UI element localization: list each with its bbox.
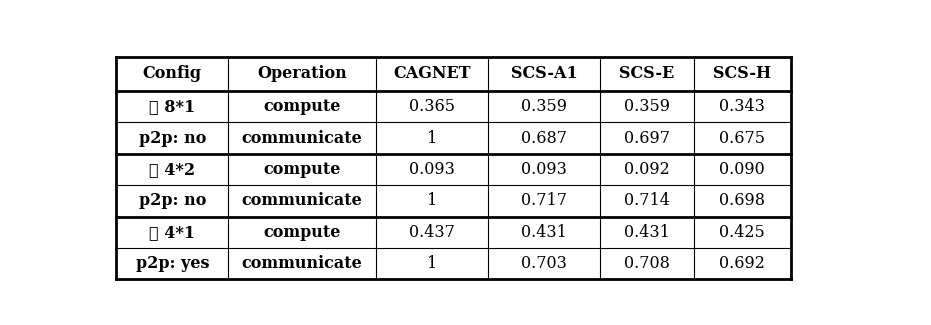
Text: 0.437: 0.437: [409, 224, 455, 241]
Text: 0.359: 0.359: [520, 98, 567, 115]
Text: Operation: Operation: [257, 65, 347, 82]
Text: compute: compute: [263, 161, 341, 178]
Text: p2p: yes: p2p: yes: [136, 255, 209, 272]
Text: 0.093: 0.093: [521, 161, 567, 178]
Text: communicate: communicate: [242, 192, 362, 209]
Text: 0.343: 0.343: [720, 98, 765, 115]
Text: ① 8*1: ① 8*1: [149, 98, 196, 115]
Text: SCS-E: SCS-E: [619, 65, 674, 82]
Text: p2p: no: p2p: no: [139, 192, 206, 209]
Text: 0.093: 0.093: [409, 161, 455, 178]
Text: ② 4*2: ② 4*2: [149, 161, 196, 178]
Text: compute: compute: [263, 98, 341, 115]
Text: 0.090: 0.090: [720, 161, 765, 178]
Text: 0.687: 0.687: [520, 130, 567, 147]
Text: 0.692: 0.692: [720, 255, 765, 272]
Text: communicate: communicate: [242, 255, 362, 272]
Text: 0.431: 0.431: [521, 224, 567, 241]
Text: 0.675: 0.675: [720, 130, 765, 147]
Text: p2p: no: p2p: no: [139, 130, 206, 147]
Text: 0.714: 0.714: [624, 192, 669, 209]
Text: SCS-H: SCS-H: [713, 65, 772, 82]
Text: communicate: communicate: [242, 130, 362, 147]
Text: compute: compute: [263, 224, 341, 241]
Text: p2p: no: p2p: no: [139, 130, 206, 147]
Text: 1: 1: [427, 192, 438, 209]
Text: ③ 4*1: ③ 4*1: [149, 224, 196, 241]
Text: Config: Config: [142, 65, 202, 82]
Text: 0.425: 0.425: [720, 224, 765, 241]
Text: 0.092: 0.092: [624, 161, 669, 178]
Text: CAGNET: CAGNET: [393, 65, 471, 82]
Text: 0.698: 0.698: [720, 192, 765, 209]
Text: p2p: no: p2p: no: [139, 192, 206, 209]
Text: 0.431: 0.431: [624, 224, 669, 241]
Text: 1: 1: [427, 255, 438, 272]
Text: 0.703: 0.703: [521, 255, 567, 272]
Text: SCS-A1: SCS-A1: [510, 65, 577, 82]
Text: 0.359: 0.359: [624, 98, 669, 115]
Text: 0.697: 0.697: [624, 130, 669, 147]
Text: 0.365: 0.365: [409, 98, 455, 115]
Text: p2p: yes: p2p: yes: [136, 255, 209, 272]
Text: 1: 1: [427, 130, 438, 147]
Text: 0.708: 0.708: [624, 255, 669, 272]
Text: 0.717: 0.717: [520, 192, 567, 209]
